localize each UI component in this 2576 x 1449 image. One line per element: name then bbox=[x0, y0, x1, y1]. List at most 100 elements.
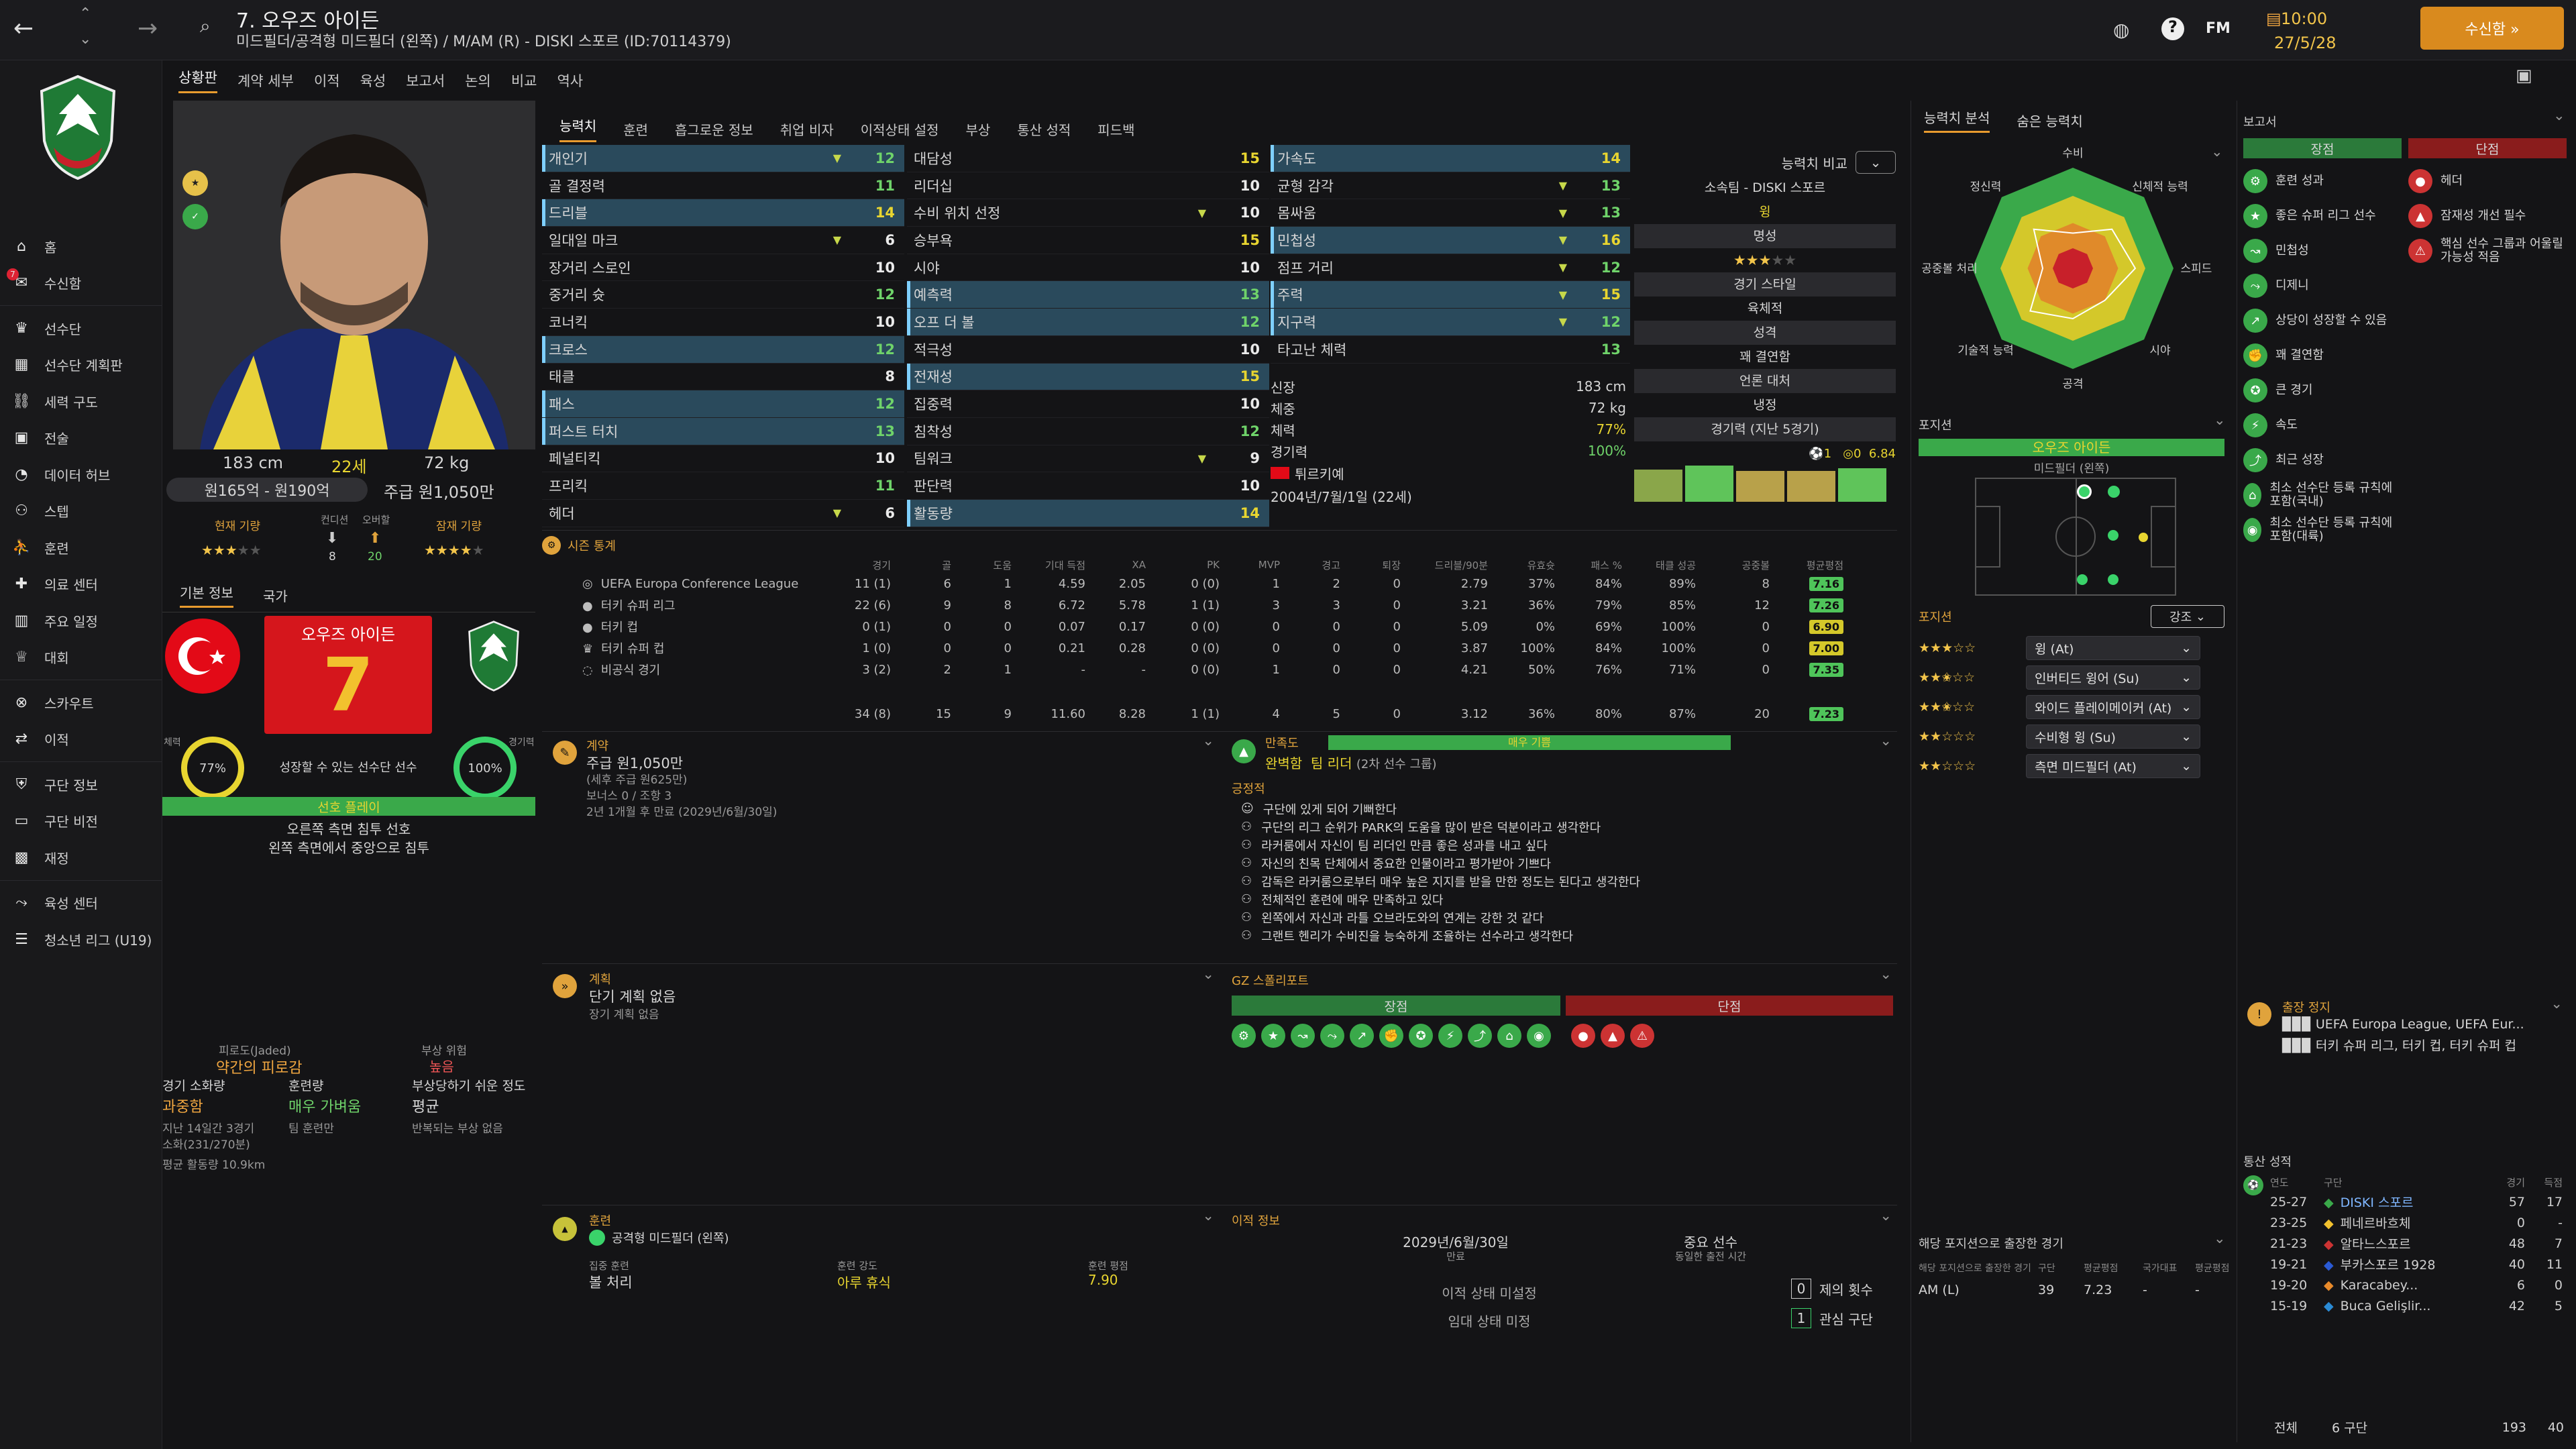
tab-interesting-info[interactable]: 흡그로운 정보 bbox=[675, 121, 753, 138]
attribute-row[interactable]: 프리킥 11 bbox=[542, 472, 904, 500]
attribute-row[interactable]: 예측력 13 bbox=[907, 281, 1269, 309]
chevron-down-icon[interactable]: ⌄ bbox=[2553, 107, 2565, 123]
nav-dev-centre[interactable]: ⤳ 육성 센터 bbox=[0, 885, 162, 922]
attribute-row[interactable]: 개인기 ▼ 12 bbox=[542, 145, 904, 172]
tab-attributes[interactable]: 능력치 bbox=[559, 115, 597, 142]
roles-title[interactable]: 포지션 bbox=[1919, 610, 1952, 625]
nav-scouting[interactable]: ⊗ 스카우트 bbox=[0, 684, 162, 721]
role-row[interactable]: ★★☆☆☆ 측면 미드필더 (At) ⌄ bbox=[1919, 751, 2227, 781]
subtab-contract[interactable]: 계약 세부 bbox=[237, 72, 294, 89]
chevron-down-icon[interactable]: ⌄ bbox=[2551, 996, 2563, 1012]
role-row[interactable]: ★★★☆☆ 윙 (At) ⌄ bbox=[1919, 633, 2227, 663]
subtab-history[interactable]: 역사 bbox=[557, 72, 584, 89]
attribute-row[interactable]: 코너킥 10 bbox=[542, 309, 904, 336]
subtab-development[interactable]: 육성 bbox=[360, 72, 386, 89]
attribute-row[interactable]: 퍼스트 터치 13 bbox=[542, 417, 904, 445]
career-row[interactable]: 19-21 ◆ 부카스포르 1928 40 11 bbox=[2270, 1254, 2565, 1275]
nav-squad[interactable]: ♛ 선수단 bbox=[0, 310, 162, 347]
subtab-discuss[interactable]: 논의 bbox=[465, 72, 491, 89]
nav-schedule[interactable]: ▥ 주요 일정 bbox=[0, 602, 162, 639]
tab-injury[interactable]: 부상 bbox=[965, 121, 991, 138]
nav-home[interactable]: ⌂ 홈 bbox=[0, 228, 162, 265]
nav-finances[interactable]: ▩ 재정 bbox=[0, 839, 162, 876]
search-icon[interactable]: ⌕ bbox=[200, 15, 211, 37]
tab-attr-analysis[interactable]: 능력치 분석 bbox=[1924, 107, 1990, 133]
role-dropdown[interactable]: 수비형 윙 (Su) ⌄ bbox=[2026, 724, 2200, 749]
tab-basic-info[interactable]: 기본 정보 bbox=[180, 582, 233, 608]
tab-work-permit[interactable]: 취업 비자 bbox=[780, 121, 834, 138]
chevron-down-icon[interactable]: ⌄ bbox=[2214, 1230, 2226, 1246]
globe-icon[interactable]: ◍ bbox=[2113, 19, 2130, 41]
attribute-row[interactable]: 크로스 12 bbox=[542, 335, 904, 364]
contract-title[interactable]: 계약 bbox=[586, 739, 609, 753]
chevron-down-icon[interactable]: ⌄ bbox=[1202, 1208, 1214, 1224]
nav-dynamics[interactable]: ⛓ 세력 구도 bbox=[12, 392, 98, 411]
tab-hidden-attrs[interactable]: 숨은 능력치 bbox=[2017, 113, 2083, 129]
role-dropdown[interactable]: 인버티드 윙어 (Su) ⌄ bbox=[2026, 665, 2200, 690]
tab-feedback[interactable]: 피드백 bbox=[1097, 121, 1135, 138]
attribute-row[interactable]: 적극성 10 bbox=[907, 336, 1269, 364]
chevron-down-icon[interactable]: ⌄ bbox=[1880, 1208, 1892, 1224]
transfer-title[interactable]: 이적 정보 bbox=[1232, 1214, 1280, 1228]
attribute-row[interactable]: 균형 감각 ▼ 13 bbox=[1271, 172, 1630, 200]
career-row[interactable]: 15-19 ◆ Buca Gelişlir... 42 5 bbox=[2270, 1295, 2565, 1316]
chevron-down-icon[interactable]: ⌄ bbox=[79, 31, 92, 48]
attribute-row[interactable]: 페널티킥 10 bbox=[542, 445, 904, 473]
nav-club-vision[interactable]: ▭ 구단 비전 bbox=[0, 803, 162, 840]
nav-youth-league[interactable]: ☰ 청소년 리그 (U19) bbox=[0, 921, 162, 958]
stats-row[interactable]: ◌ 비공식 경기 3 (2) 2 1- -0 (0) 1 0 0 4.21 50% 76% 71% 0 7.… bbox=[542, 659, 1897, 680]
attribute-row[interactable]: 전재성 15 bbox=[907, 363, 1269, 391]
role-dropdown[interactable]: 측면 미드필더 (At) ⌄ bbox=[2026, 754, 2200, 778]
training-title[interactable]: 훈련 bbox=[589, 1214, 612, 1228]
attribute-row[interactable]: 리더십 10 bbox=[907, 172, 1269, 200]
forward-arrow-icon[interactable]: → bbox=[138, 15, 158, 42]
nav-medical[interactable]: ✚ 의료 센터 bbox=[0, 566, 162, 603]
nav-staff[interactable]: ⚇ 스텝 bbox=[0, 493, 162, 530]
attribute-row[interactable]: 점프 거리 ▼ 12 bbox=[1271, 254, 1630, 282]
attribute-row[interactable]: 몸싸움 ▼ 13 bbox=[1271, 199, 1630, 227]
attribute-row[interactable]: 집중력 10 bbox=[907, 390, 1269, 418]
chevron-down-icon[interactable]: ⌄ bbox=[1202, 733, 1214, 749]
attribute-row[interactable]: 수비 위치 선정 ▼ 10 bbox=[907, 199, 1269, 227]
career-row[interactable]: 21-23 ◆ 알타느스포르 48 7 bbox=[2270, 1233, 2565, 1254]
role-dropdown[interactable]: 와이드 플레이메이커 (At) ⌄ bbox=[2026, 695, 2200, 719]
career-row[interactable]: 25-27 ◆ DISKI 스포르 57 17 bbox=[2270, 1191, 2565, 1212]
role-row[interactable]: ★★☆☆☆ 수비형 윙 (Su) ⌄ bbox=[1919, 722, 2227, 751]
scout-title[interactable]: GZ 스폴리포트 bbox=[1232, 974, 1309, 988]
nav-competitions[interactable]: ♕ 대회 bbox=[0, 639, 162, 676]
role-row[interactable]: ★★✬☆☆ 인버티드 윙어 (Su) ⌄ bbox=[1919, 663, 2227, 692]
nav-club-info[interactable]: ⛨ 구단 정보 bbox=[0, 766, 162, 803]
chevron-down-icon[interactable]: ⌄ bbox=[2214, 412, 2226, 428]
chevron-down-icon[interactable]: ⌄ bbox=[2211, 144, 2223, 160]
role-dropdown[interactable]: 윙 (At) ⌄ bbox=[2026, 636, 2200, 660]
attribute-row[interactable]: 판단력 10 bbox=[907, 472, 1269, 500]
chevron-down-icon[interactable]: ⌄ bbox=[1880, 733, 1892, 749]
continue-button[interactable]: 수신함 » bbox=[2420, 7, 2564, 50]
attribute-row[interactable]: 태클 8 bbox=[542, 364, 904, 391]
tab-transfer-status[interactable]: 이적상태 설정 bbox=[860, 121, 939, 138]
nav-transfers[interactable]: ⇄ 이적 bbox=[0, 721, 162, 758]
nav-training[interactable]: ⛹ 훈련 bbox=[12, 539, 69, 557]
attribute-row[interactable]: 헤더 ▼ 6 bbox=[542, 500, 904, 527]
emphasis-dropdown[interactable]: 강조 ⌄ bbox=[2151, 605, 2224, 628]
role-row[interactable]: ★★✬☆☆ 와이드 플레이메이커 (At) ⌄ bbox=[1919, 692, 2227, 722]
tab-training[interactable]: 훈련 bbox=[623, 121, 649, 138]
subtab-reports[interactable]: 보고서 bbox=[406, 72, 445, 89]
stats-row[interactable]: ● 터키 슈퍼 리그 22 (6) 9 8 6.72 5.78 1 (1) 3 3 0 3.21 36%… bbox=[542, 594, 1897, 616]
chevron-up-icon[interactable]: ⌃ bbox=[79, 5, 92, 22]
attribute-row[interactable]: 주력 ▼ 15 bbox=[1271, 281, 1630, 309]
attribute-row[interactable]: 침착성 12 bbox=[907, 418, 1269, 445]
attribute-row[interactable]: 중거리 슛 12 bbox=[542, 281, 904, 309]
tab-nation[interactable]: 국가 bbox=[262, 588, 288, 604]
attribute-row[interactable]: 민첩성 ▼ 16 bbox=[1271, 227, 1630, 254]
layout-icon[interactable]: ▣ bbox=[2516, 66, 2532, 86]
chevron-down-icon[interactable]: ⌄ bbox=[1202, 966, 1214, 982]
help-icon[interactable]: ? bbox=[2161, 17, 2184, 40]
attribute-row[interactable]: 드리블 14 bbox=[542, 199, 904, 227]
attribute-row[interactable]: 대담성 15 bbox=[907, 145, 1269, 172]
tab-career[interactable]: 통산 성적 bbox=[1017, 121, 1071, 138]
attribute-row[interactable]: 팀워크 ▼ 9 bbox=[907, 445, 1269, 473]
compare-dropdown[interactable]: ⌄ bbox=[1856, 151, 1896, 174]
attribute-row[interactable]: 활동량 14 bbox=[907, 499, 1269, 527]
attribute-row[interactable]: 시야 10 bbox=[907, 254, 1269, 282]
